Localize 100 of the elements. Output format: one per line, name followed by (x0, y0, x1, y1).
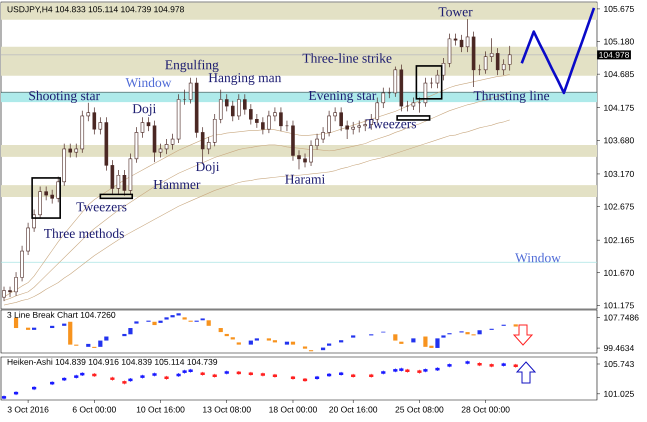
y-tick-label: 105.675 (604, 6, 634, 12)
candlestick (345, 120, 349, 140)
candlestick (98, 116, 102, 135)
y-tick-label: 103.170 (604, 170, 634, 177)
annotation: Doji (132, 104, 156, 116)
candlestick (508, 46, 512, 71)
bar (50, 326, 54, 328)
candlestick (158, 143, 162, 158)
bar (320, 348, 326, 350)
annotation: Three-line strike (302, 53, 392, 63)
x-tick-label: 20 Oct 16:00 (329, 406, 378, 413)
y-tick-label: 101.670 (604, 270, 634, 276)
candlestick (436, 70, 440, 89)
candlestick (267, 110, 271, 134)
candlestick (140, 116, 144, 138)
candlestick (454, 33, 458, 46)
y-tick-label: 103.680 (604, 137, 634, 144)
annotation: Doji (196, 162, 220, 174)
candlestick (297, 150, 301, 170)
candlestick (243, 94, 247, 115)
y-tick-label: 104.175 (604, 104, 634, 111)
candlestick (303, 153, 307, 168)
candlestick (460, 34, 464, 52)
x-tick-label: 25 Oct 08:00 (395, 406, 444, 413)
candlestick (249, 104, 253, 125)
bar (477, 330, 482, 334)
bar (435, 338, 440, 348)
y-tick-label: 102.675 (604, 204, 634, 210)
candlestick (218, 89, 223, 124)
candlestick (164, 138, 168, 155)
candlestick (68, 143, 72, 158)
candlestick (200, 126, 204, 164)
bar (128, 328, 133, 334)
candlestick (357, 120, 362, 133)
x-tick-label: 3 Oct 2016 (8, 406, 49, 413)
bar (104, 336, 108, 341)
chart-title: 3 Line Break Chart 104.7260 (7, 312, 116, 318)
candlestick (496, 48, 500, 76)
candlestick (146, 116, 150, 132)
bar (351, 335, 356, 338)
bar (393, 334, 398, 341)
bar (514, 324, 518, 327)
candlestick (363, 118, 368, 132)
y-tick-label: 107.7486 (604, 314, 639, 321)
candlestick (327, 110, 331, 137)
candlestick (279, 107, 283, 132)
candlestick (261, 116, 265, 135)
candlestick (188, 77, 192, 104)
candlestick (236, 94, 241, 120)
x-tick-label: 28 Oct 00:00 (462, 406, 510, 413)
candlestick (230, 100, 235, 122)
annotation: Tower (438, 7, 473, 16)
candlestick (466, 18, 470, 52)
ref-line-label: 104.978 (599, 52, 630, 58)
candlestick (122, 170, 126, 196)
candlestick (44, 186, 48, 201)
candlestick (424, 77, 428, 108)
x-tick-label: 10 Oct 16:00 (136, 406, 185, 413)
candlestick (110, 160, 114, 194)
candlestick (74, 143, 78, 158)
candlestick (116, 170, 120, 194)
bar (98, 340, 102, 347)
annotation: Hanging man (208, 73, 282, 85)
annotation: Window (515, 252, 561, 262)
candlestick (351, 122, 355, 135)
candlestick (8, 286, 12, 298)
bar (411, 338, 416, 342)
annotation: Three methods (44, 228, 124, 238)
candlestick (26, 222, 30, 256)
candlestick (92, 107, 96, 135)
bar (224, 334, 229, 336)
annotation: Shooting star (29, 90, 100, 103)
candlestick (315, 133, 319, 150)
annotation: Window (126, 78, 172, 88)
candlestick (309, 140, 313, 166)
candlestick (502, 58, 506, 76)
chart-title: USDJPY,H4 104.833 105.114 104.739 104.978 (8, 6, 184, 14)
x-tick-label: 18 Oct 00:00 (269, 406, 317, 413)
candlestick (38, 186, 42, 220)
y-tick-label: 101.175 (604, 302, 634, 308)
bar (86, 344, 90, 347)
candlestick (2, 286, 6, 302)
candlestick (484, 51, 488, 74)
annotation: Thrusting line (474, 90, 550, 103)
candlestick (273, 107, 277, 122)
candlestick (50, 189, 54, 204)
chart-title: Heiken-Ashi 104.839 104.916 104.839 105.114 104.739 (8, 358, 218, 365)
annotation: Tweezers (76, 202, 126, 212)
y-tick-label: 99.4634 (604, 345, 634, 352)
x-tick-label: 13 Oct 08:00 (203, 406, 251, 413)
bar (423, 336, 428, 347)
candlestick (14, 272, 18, 296)
bar (14, 318, 18, 328)
bar (284, 342, 290, 345)
bar (206, 320, 211, 326)
bar (290, 342, 296, 345)
annotation: Engulfing (165, 60, 219, 72)
candlestick (339, 107, 343, 132)
annotation: Evening star (308, 90, 376, 103)
candlestick (412, 97, 416, 110)
